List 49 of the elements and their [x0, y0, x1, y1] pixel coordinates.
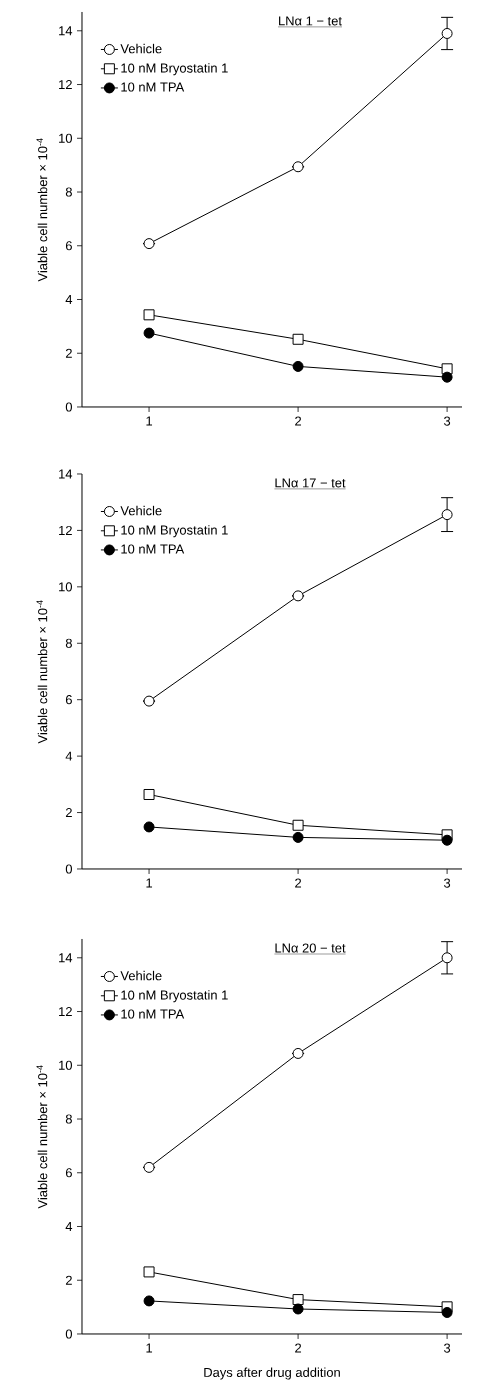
y-tick-label: 4 — [65, 1222, 73, 1231]
y-tick-label: 4 — [65, 751, 73, 761]
y-tick-label: 12 — [59, 80, 72, 90]
chart-title: LNα 20 − tet — [275, 943, 346, 953]
y-tick-label: 6 — [65, 241, 72, 251]
y-axis-title: Viable cell number × 10$^{-4}$ — [36, 138, 48, 282]
x-tick-label: 2 — [295, 416, 302, 426]
y-tick-label: 14 — [59, 26, 73, 36]
y-tick-label: 8 — [65, 1114, 72, 1124]
y-tick-label: 6 — [65, 695, 72, 705]
y-axis-title: Viable cell number × 10$^{-4}$ — [36, 600, 48, 744]
legend-label: Vehicle — [120, 505, 162, 516]
y-tick-label: 14 — [59, 469, 73, 479]
legend-label: Vehicle — [120, 970, 162, 981]
x-axis-title: Days after drug addition — [204, 1367, 340, 1380]
legend-label: 10 nM TPA — [121, 82, 185, 92]
y-tick-label: 8 — [65, 187, 72, 197]
legend-label: 10 nM Bryostatin 1 — [121, 525, 228, 538]
x-tick-label: 1 — [146, 1343, 153, 1353]
y-axis-title: Viable cell number × 10$^{-4}$ — [36, 1065, 48, 1209]
legend-label: Vehicle — [120, 43, 162, 54]
legend-label: 10 nM Bryostatin 1 — [121, 990, 228, 1003]
x-tick-label: 3 — [444, 1343, 451, 1353]
y-tick-label: 0 — [65, 864, 72, 874]
y-tick-label: 8 — [65, 638, 72, 648]
y-tick-label: 12 — [59, 525, 72, 535]
y-tick-label: 2 — [65, 1275, 72, 1285]
legend-label: 10 nM TPA — [121, 544, 185, 554]
y-tick-label: 2 — [65, 348, 72, 358]
legend-label: 10 nM Bryostatin 1 — [121, 63, 228, 76]
chart-title: LNα 1 − tet — [279, 16, 342, 26]
y-tick-label: 14 — [59, 953, 73, 963]
y-tick-label: 4 — [65, 295, 73, 304]
y-tick-label: 6 — [65, 1168, 72, 1178]
y-tick-label: 0 — [65, 1329, 72, 1339]
x-tick-label: 1 — [146, 416, 153, 426]
x-tick-label: 2 — [295, 1343, 302, 1353]
y-tick-label: 12 — [59, 1007, 72, 1017]
y-tick-label: 10 — [59, 1060, 72, 1070]
y-tick-label: 10 — [59, 133, 72, 143]
legend-label: 10 nM TPA — [121, 1009, 185, 1019]
y-tick-label: 0 — [65, 402, 72, 412]
y-tick-label: 10 — [59, 582, 72, 592]
x-tick-label: 3 — [444, 878, 451, 888]
x-tick-label: 1 — [146, 878, 153, 888]
chart-title: LNα 17 − tet — [275, 478, 346, 488]
x-tick-label: 2 — [295, 878, 302, 888]
x-tick-label: 3 — [444, 416, 451, 426]
y-tick-label: 2 — [65, 808, 72, 818]
